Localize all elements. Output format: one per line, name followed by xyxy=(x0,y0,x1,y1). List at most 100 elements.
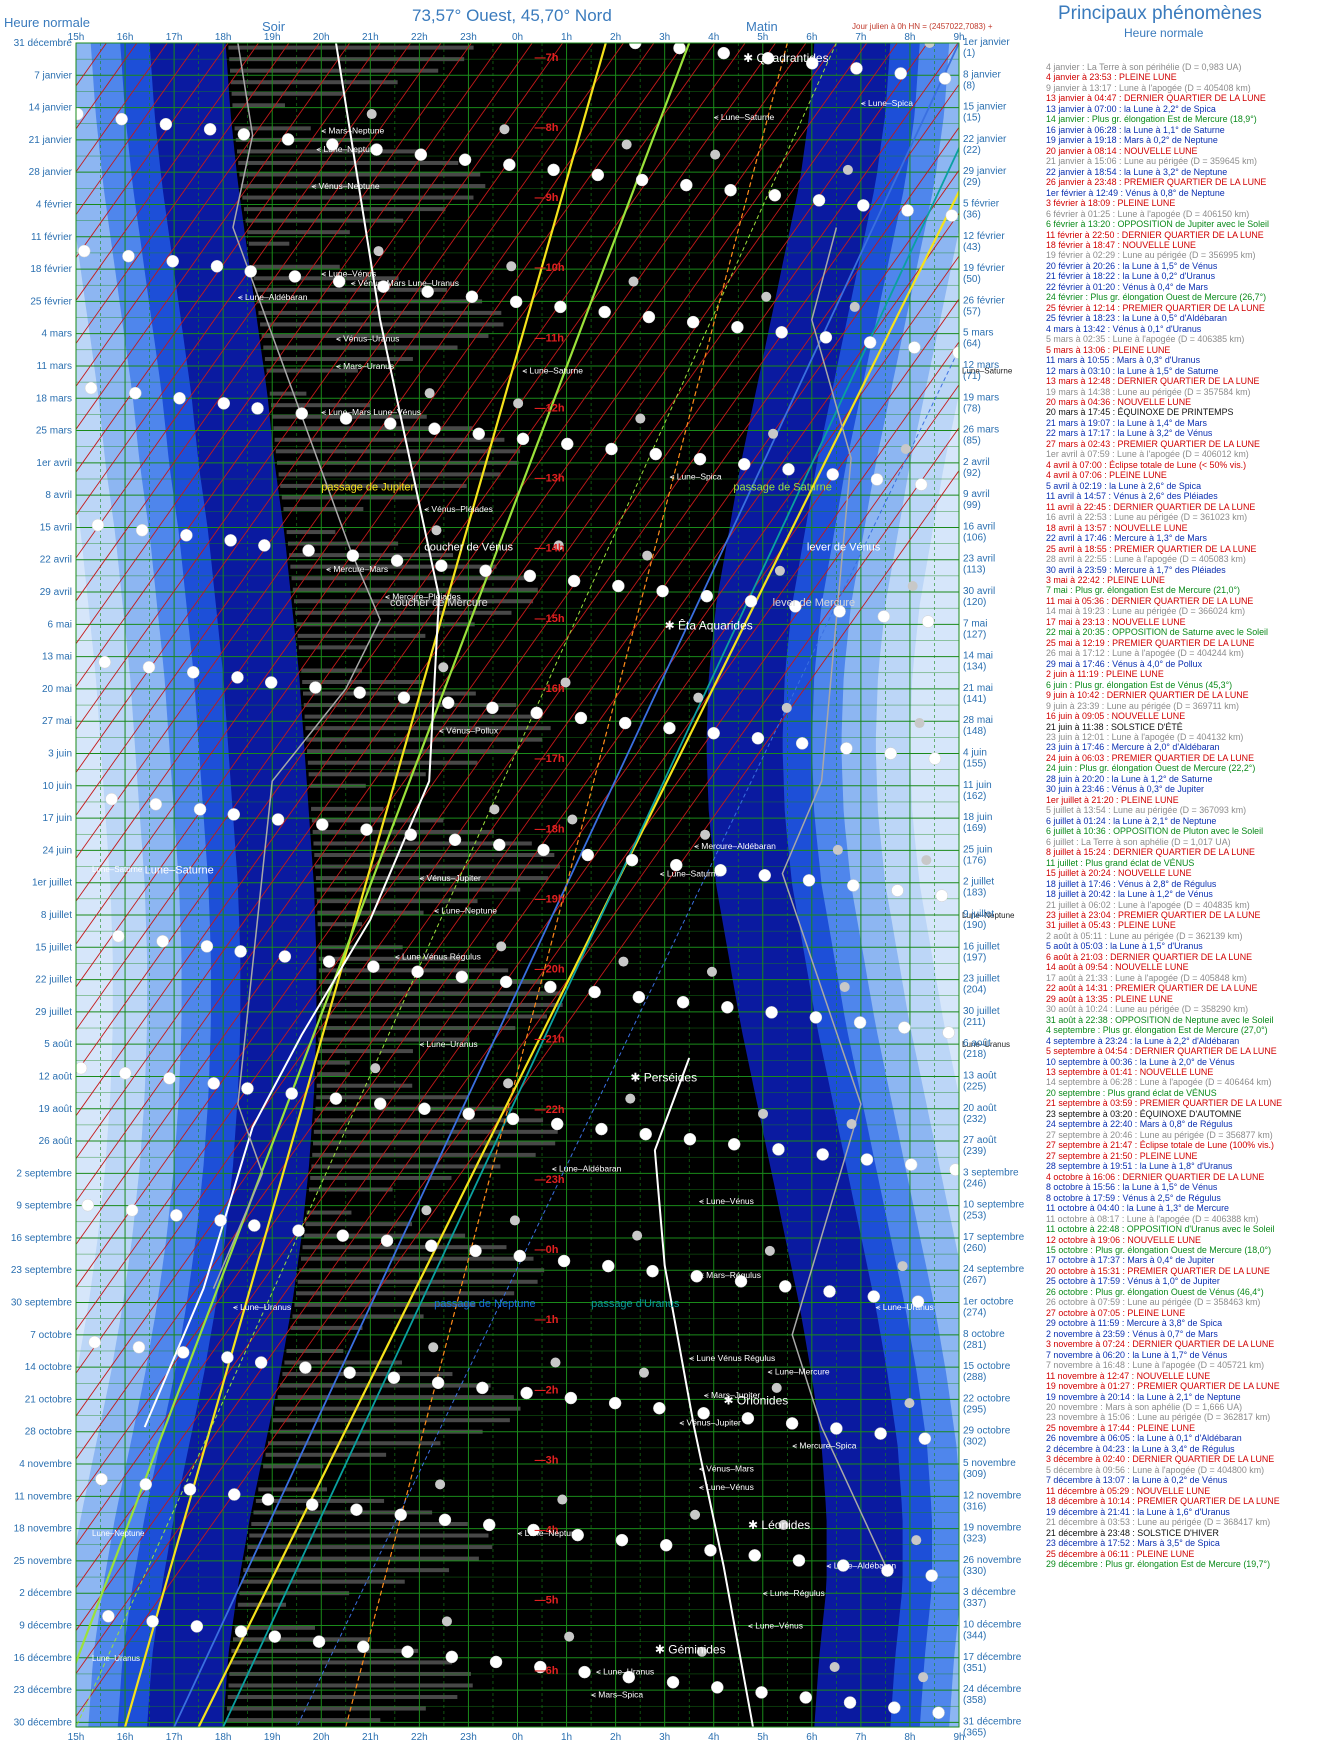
moon-position xyxy=(622,1670,636,1684)
evening-caption: Soir xyxy=(262,19,286,34)
moon-position xyxy=(370,143,383,156)
week-label-left: 2 décembre xyxy=(19,1588,72,1599)
jupiter-transit-line xyxy=(123,43,607,1727)
week-label-right: 9 juillet xyxy=(963,909,994,920)
phenomenon-item: 23 juillet à 23:04 : PREMIER QUARTIER DE… xyxy=(1046,909,1261,920)
sidereal-time-label: —4h xyxy=(535,1525,559,1537)
phenomenon-item: 5 juillet à 13:54 : Lune au périgée (D =… xyxy=(1046,805,1247,816)
left-axis-caption: Heure normale xyxy=(4,15,90,30)
moon-position xyxy=(683,1132,697,1146)
moon-position xyxy=(686,315,700,329)
moonlight-bar xyxy=(318,1002,563,1007)
moonlight-bar xyxy=(253,276,399,281)
moon-position xyxy=(401,1645,414,1659)
x-tick-label-bottom: 16h xyxy=(117,1732,134,1743)
moon-position xyxy=(132,1341,146,1354)
moon-phase-marker xyxy=(904,1398,915,1409)
sidereal-line xyxy=(76,43,807,1074)
phenomenon-item: 11 novembre à 12:47 : NOUVELLE LUNE xyxy=(1046,1370,1211,1381)
moonlight-bar xyxy=(270,403,371,408)
moon-position xyxy=(237,128,251,141)
moon-position xyxy=(81,1198,95,1212)
moon-position xyxy=(857,199,870,212)
moonlight-bar xyxy=(281,495,420,500)
conjunction-label: ⪪ Mars–Jupiter xyxy=(704,1390,760,1400)
moonlight-bar xyxy=(232,1637,372,1642)
week-label-left: 29 avril xyxy=(40,587,72,598)
moon-position xyxy=(312,1635,326,1648)
moonlight-bar xyxy=(252,264,340,269)
edge-conjunction-label: Lune–Neptune xyxy=(962,911,1015,920)
phenomenon-item: 19 décembre à 21:41 : la Lune à 1,6° d'U… xyxy=(1046,1506,1230,1517)
meteor-shower-label: ✱ Perséides xyxy=(630,1070,697,1084)
moon-position xyxy=(380,1234,394,1247)
week-label-left: 25 février xyxy=(30,296,72,307)
phenomenon-item: 20 septembre : Plus grand éclat de VÉNUS xyxy=(1046,1087,1217,1098)
moon-position xyxy=(581,848,595,862)
sidereal-line xyxy=(76,43,868,1160)
conjunction-label: ⪪ Vénus–Pollux xyxy=(439,725,499,735)
phenomenon-item: 18 février à 18:47 : NOUVELLE LUNE xyxy=(1046,239,1196,250)
moon-position xyxy=(520,1386,533,1400)
moon-position xyxy=(860,1153,874,1166)
week-label-left: 23 septembre xyxy=(11,1265,73,1276)
moonlight-bar xyxy=(266,368,358,373)
mercury-rise-curve xyxy=(781,227,887,1566)
moonlight-bar xyxy=(267,1441,441,1446)
sidereal-line xyxy=(76,43,563,731)
phenomenon-item: 14 septembre à 06:28 : Lune à l'apogée (… xyxy=(1046,1077,1272,1088)
conjunction-label: ⪪ Mars–Régulus xyxy=(699,1270,761,1280)
moon-position xyxy=(509,295,523,309)
phenomenon-item: 10 septembre à 00:36 : la Lune à 2,0° de… xyxy=(1046,1056,1235,1067)
moonlight-bar xyxy=(280,1383,491,1388)
week-label-right: 30 avril xyxy=(963,586,995,597)
phenomenon-item: 1er juillet à 21:20 : PLEINE LUNE xyxy=(1046,794,1179,805)
moon-position xyxy=(925,1569,938,1582)
moon-position xyxy=(901,204,914,217)
moon-position xyxy=(534,1660,547,1674)
moon-position xyxy=(339,412,353,425)
sidereal-time-label: —19h xyxy=(535,893,565,905)
moon-position xyxy=(748,1549,761,1562)
phenomenon-item: 31 juillet à 05:43 : PLEINE LUNE xyxy=(1046,920,1176,931)
moon-position xyxy=(163,1072,176,1085)
day-number-right: (274) xyxy=(963,1308,986,1319)
day-number-right: (15) xyxy=(963,113,981,124)
day-number-right: (22) xyxy=(963,145,981,156)
phenomenon-item: 14 mai à 19:23 : Lune au périgée (D = 36… xyxy=(1046,606,1246,617)
moon-position xyxy=(142,660,156,674)
day-number-right: (176) xyxy=(963,855,986,866)
moon-position xyxy=(561,437,574,451)
moonlight-bar xyxy=(227,1695,458,1700)
phenomenon-item: 6 février à 01:25 : Lune à l'apogée (D =… xyxy=(1046,208,1250,219)
moonlight-bar xyxy=(228,45,474,50)
week-label-right: 30 juillet xyxy=(963,1006,1000,1017)
moon-position xyxy=(343,1366,356,1379)
day-number-right: (232) xyxy=(963,1114,986,1125)
day-number-right: (365) xyxy=(963,1727,986,1738)
moon-position xyxy=(384,417,397,430)
week-label-left: 21 janvier xyxy=(29,135,73,146)
phenomenon-item: 21 décembre à 03:53 : Lune au périgée (D… xyxy=(1046,1517,1271,1528)
moonlight-bar xyxy=(316,899,478,904)
moon-position xyxy=(595,1122,608,1136)
moon-position xyxy=(680,178,693,192)
phenomenon-item: 20 février à 20:26 : la Lune à 1,5° de V… xyxy=(1046,260,1218,271)
moon-phase-marker xyxy=(499,124,510,135)
moon-position xyxy=(625,853,639,867)
phenomenon-item: 31 août à 22:38 : OPPOSITION de Neptune … xyxy=(1046,1014,1274,1025)
phenomenon-item: 21 juin à 11:38 : SOLSTICE D'ÉTÉ xyxy=(1046,721,1183,732)
week-label-right: 5 novembre xyxy=(963,1458,1016,1469)
phenomenon-item: 24 septembre à 22:40 : Mars à 0,8° de Ré… xyxy=(1046,1119,1233,1130)
moon-position xyxy=(367,960,380,973)
moon-position xyxy=(186,666,200,679)
moonlight-bar xyxy=(228,1683,473,1688)
moon-position xyxy=(221,1351,234,1364)
moon-phase-marker xyxy=(846,1118,857,1129)
moon-position xyxy=(281,133,295,146)
moon-position xyxy=(479,564,492,578)
moon-position xyxy=(404,828,418,841)
week-label-left: 31 décembre xyxy=(14,38,73,49)
moon-phase-marker xyxy=(370,1063,381,1074)
moon-position xyxy=(612,579,625,593)
